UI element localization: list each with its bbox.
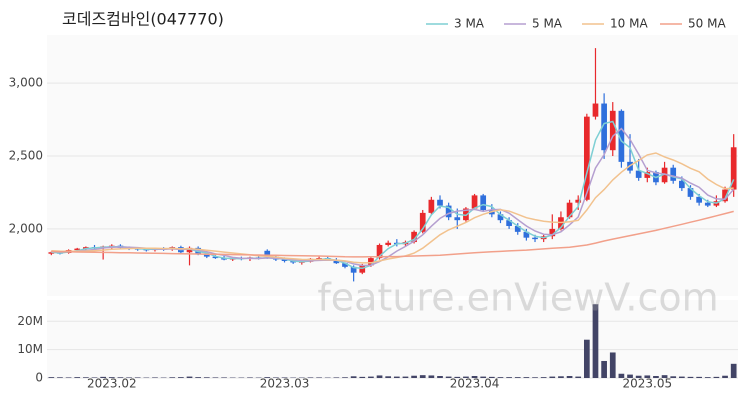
volume-bar xyxy=(731,364,737,378)
x-tick-label: 2023.04 xyxy=(450,377,500,391)
volume-bar xyxy=(524,377,530,378)
x-tick-label: 2023.03 xyxy=(260,377,310,391)
volume-bar xyxy=(411,376,417,378)
y-tick-label: 2,500 xyxy=(9,149,43,163)
volume-bar xyxy=(601,361,607,378)
candle-body xyxy=(532,238,538,239)
volume-bar xyxy=(567,376,573,378)
volume-bar xyxy=(610,352,616,378)
volume-bar xyxy=(394,377,400,378)
volume-bar xyxy=(506,377,512,378)
y-tick-label: 2,000 xyxy=(9,221,43,235)
volume-bar xyxy=(532,377,538,378)
volume-bar xyxy=(515,377,521,378)
legend-label: 3 MA xyxy=(454,17,485,31)
candle-body xyxy=(610,111,616,150)
volume-bar xyxy=(714,377,720,378)
candle-body xyxy=(454,217,460,220)
candle-body xyxy=(593,104,599,117)
volume-bar xyxy=(359,377,365,378)
volume-bar xyxy=(247,377,253,378)
y-tick-label: 3,000 xyxy=(9,76,43,90)
volume-bar xyxy=(178,377,184,378)
volume-bar xyxy=(342,377,348,378)
volume-bar xyxy=(334,377,340,378)
volume-bar xyxy=(696,377,702,378)
volume-bar xyxy=(48,377,54,378)
volume-bar xyxy=(152,377,158,378)
volume-bar xyxy=(66,377,72,378)
volume-bar xyxy=(169,377,175,378)
volume-bar xyxy=(385,376,391,378)
x-tick-label: 2023.05 xyxy=(622,377,672,391)
volume-bar xyxy=(584,340,590,378)
volume-bar xyxy=(187,377,193,378)
candle-body xyxy=(385,243,391,245)
x-tick-label: 2023.02 xyxy=(87,377,137,391)
volume-bar xyxy=(403,377,409,378)
volume-bar xyxy=(688,377,694,378)
candle-body xyxy=(437,200,443,206)
volume-bar xyxy=(57,377,63,378)
legend-label: 10 MA xyxy=(610,17,648,31)
candle-body xyxy=(429,200,435,213)
volume-bar xyxy=(722,376,728,378)
volume-bar xyxy=(679,377,685,378)
volume-bar xyxy=(575,377,581,378)
volume-bar xyxy=(221,377,227,378)
candle-body xyxy=(670,168,676,181)
volume-bar xyxy=(316,377,322,378)
volume-bar xyxy=(377,375,383,378)
legend-label: 50 MA xyxy=(688,17,726,31)
volume-bar xyxy=(558,376,564,378)
volume-bar xyxy=(351,376,357,378)
volume-bar xyxy=(705,377,711,378)
y-tick-label: 0 xyxy=(35,371,43,385)
chart-title: 코데즈컴바인(047770) xyxy=(62,10,224,29)
legend-label: 5 MA xyxy=(532,17,563,31)
volume-bar xyxy=(195,377,201,378)
volume-bar xyxy=(368,377,374,378)
volume-bar xyxy=(213,377,219,378)
y-tick-label: 10M xyxy=(17,342,43,356)
volume-bar xyxy=(420,375,426,378)
volume-bar xyxy=(74,377,80,378)
volume-bar xyxy=(204,377,210,378)
volume-bar xyxy=(429,375,435,378)
volume-bar xyxy=(541,377,547,378)
candle-body xyxy=(480,195,486,210)
volume-bar xyxy=(437,376,443,378)
y-tick-label: 20M xyxy=(17,314,43,328)
watermark: feature.enViewV.com xyxy=(317,276,718,320)
candle-body xyxy=(705,203,711,206)
volume-bar xyxy=(549,377,555,378)
